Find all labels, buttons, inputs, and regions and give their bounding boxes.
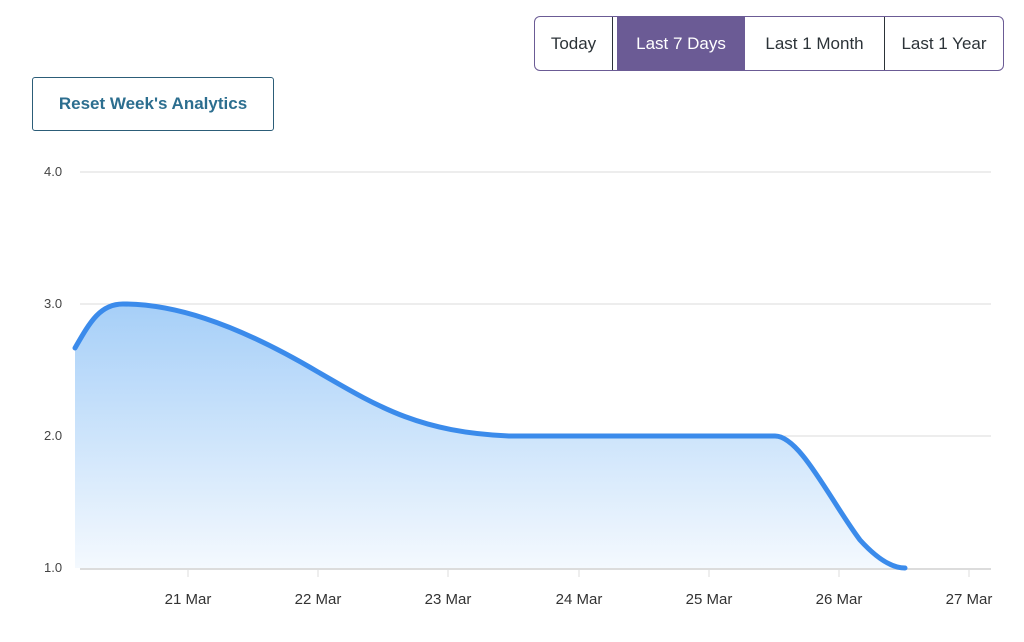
reset-week-analytics-button[interactable]: Reset Week's Analytics	[32, 77, 274, 131]
y-tick-label: 1.0	[44, 560, 62, 575]
x-tick-label: 27 Mar	[946, 591, 993, 608]
range-today-button[interactable]: Today	[535, 17, 613, 70]
x-ticks	[187, 570, 970, 577]
data-line	[72, 301, 908, 571]
x-tick-label: 26 Mar	[816, 591, 863, 608]
y-tick-label: 4.0	[44, 164, 62, 179]
x-tick-label: 23 Mar	[425, 591, 472, 608]
y-tick-label: 3.0	[44, 296, 62, 311]
y-axis-labels: 4.0 3.0 2.0 1.0	[44, 164, 62, 575]
x-tick-label: 25 Mar	[686, 591, 733, 608]
x-tick-label: 21 Mar	[165, 591, 212, 608]
y-tick-label: 2.0	[44, 428, 62, 443]
x-tick-label: 22 Mar	[295, 591, 342, 608]
x-tick-label: 24 Mar	[556, 591, 603, 608]
date-range-selector: Today Last 7 Days Last 1 Month Last 1 Ye…	[534, 16, 1004, 71]
range-last-7-days-button[interactable]: Last 7 Days	[617, 17, 745, 70]
x-axis-labels: 21 Mar 22 Mar 23 Mar 24 Mar 25 Mar 26 Ma…	[165, 591, 993, 608]
range-last-1-year-button[interactable]: Last 1 Year	[901, 33, 987, 53]
range-last-1-month-button[interactable]: Last 1 Month	[745, 17, 885, 70]
